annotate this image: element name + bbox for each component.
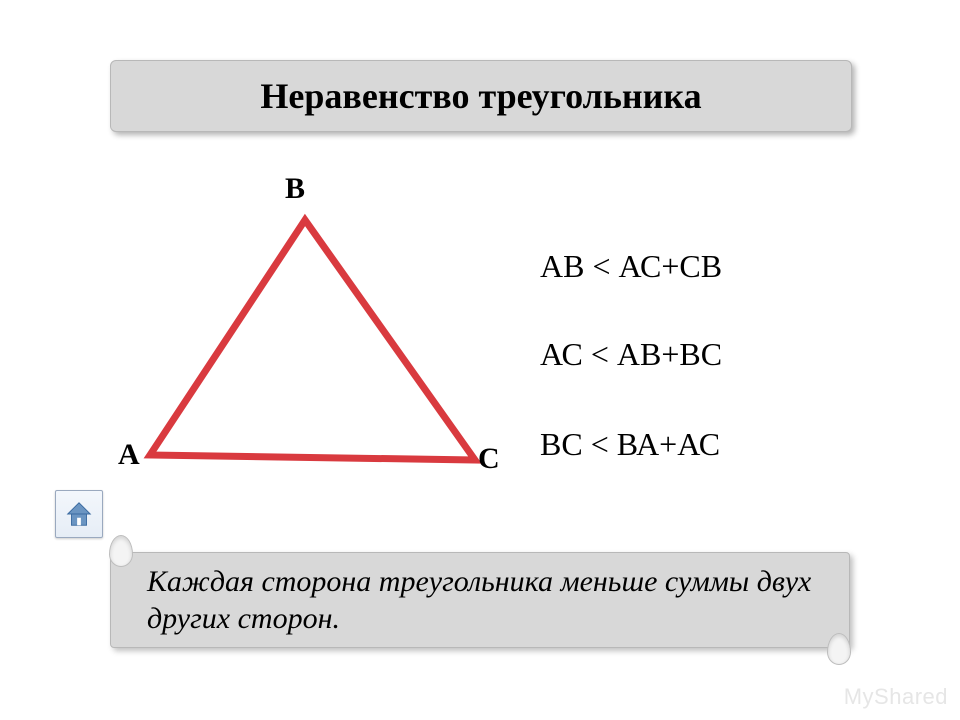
inequality-3: ВС < ВА+АС [540,426,720,463]
watermark: MyShared [844,684,948,710]
scroll-curl-bottom-right [827,633,851,665]
scroll-curl-top-left [109,535,133,567]
home-button[interactable] [55,490,103,538]
vertex-label-a: А [118,438,140,472]
home-icon [64,499,94,529]
triangle-shape [150,220,475,460]
slide-stage: Неравенство треугольника А В С АВ < АС+С… [0,0,960,720]
inequality-2: АС < АВ+ВС [540,336,722,373]
vertex-label-b: В [285,172,305,206]
theorem-box: Каждая сторона треугольника меньше суммы… [110,552,850,648]
inequality-1: АВ < АС+СВ [540,248,722,285]
theorem-text: Каждая сторона треугольника меньше суммы… [147,563,813,638]
vertex-label-c: С [478,442,500,476]
